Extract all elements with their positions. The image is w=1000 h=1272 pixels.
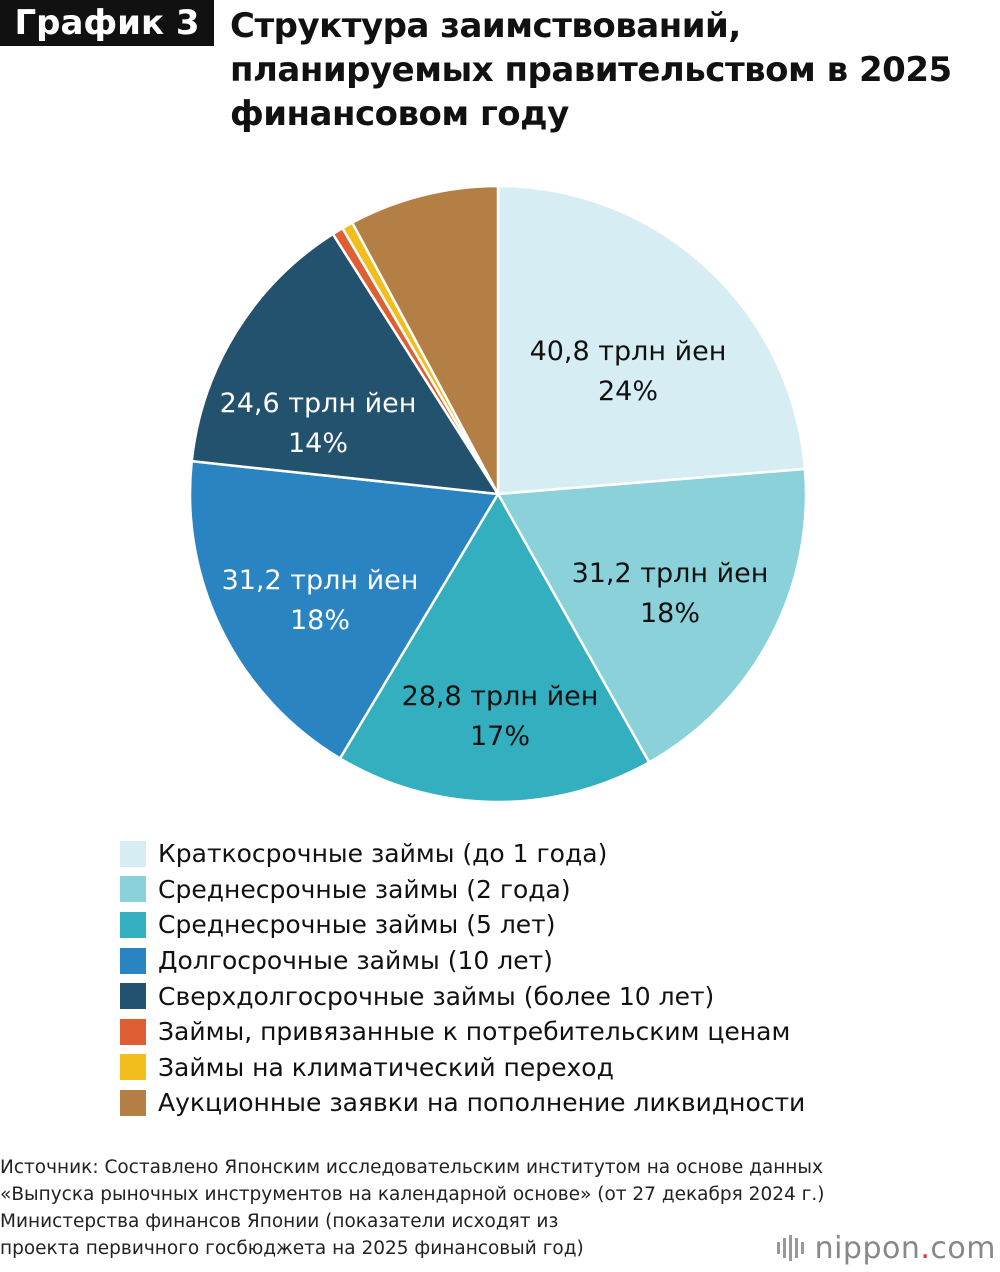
source-line-3: Министерства финансов Японии (показатели… <box>0 1211 559 1232</box>
pie-slice-8 <box>351 184 500 496</box>
chart-title: Структура заимствований, планируемых пра… <box>230 4 990 136</box>
legend-item: Аукционные заявки на пополнение ликвидно… <box>120 1085 805 1121</box>
legend-label: Аукционные заявки на пополнение ликвидно… <box>158 1088 806 1118</box>
legend-swatch <box>120 947 146 974</box>
legend-item: Среднесрочные займы (5 лет) <box>120 907 805 943</box>
slice-value-label-3: 28,8 трлн йен <box>402 681 599 712</box>
legend-item: Долгосрочные займы (10 лет) <box>120 943 805 979</box>
pie-slice-4 <box>188 459 500 760</box>
legend-label: Займы, привязанные к потребительским цен… <box>158 1017 791 1047</box>
pie-slice-3 <box>338 492 651 804</box>
source-line-4: проекта первичного госбюджета на 2025 фи… <box>0 1238 584 1259</box>
nippon-logo: nippon.com <box>776 1228 996 1268</box>
legend-item: Займы, привязанные к потребительским цен… <box>120 1014 805 1050</box>
pie-chart: 40,8 трлн йен 24% 31,2 трлн йен 18% 28,8 трл… <box>188 184 808 804</box>
legend-item: Сверхдолгосрочные займы (более 10 лет) <box>120 978 805 1014</box>
legend-item: Краткосрочные займы (до 1 года) <box>120 836 805 872</box>
legend-item: Займы на климатический переход <box>120 1050 805 1086</box>
legend-swatch <box>120 1089 146 1116</box>
slice-percent-label-2: 18% <box>640 598 700 629</box>
legend-swatch <box>120 1054 146 1081</box>
legend-item: Среднесрочные займы (2 года) <box>120 872 805 908</box>
legend-swatch <box>120 840 146 867</box>
slice-percent-label-3: 17% <box>470 721 530 752</box>
legend-label: Среднесрочные займы (2 года) <box>158 874 571 904</box>
slice-percent-label-5: 14% <box>288 428 348 459</box>
slice-value-label-5: 24,6 трлн йен <box>220 388 417 419</box>
slice-percent-label-1: 24% <box>598 376 658 407</box>
legend-swatch <box>120 876 146 903</box>
chart-title-line-1: Структура заимствований, <box>230 6 741 46</box>
legend-swatch <box>120 983 146 1010</box>
chart-title-line-3: финансовом году <box>230 94 569 134</box>
source-line-1: Источник: Составлено Японским исследоват… <box>0 1157 823 1178</box>
source-note: Источник: Составлено Японским исследоват… <box>0 1154 990 1262</box>
chart-title-line-2: планируемых правительством в 2025 <box>230 50 952 90</box>
legend-label: Среднесрочные займы (5 лет) <box>158 910 556 940</box>
chart-legend: Краткосрочные займы (до 1 года) Среднесро… <box>120 836 805 1121</box>
legend-swatch <box>120 1018 146 1045</box>
legend-label: Займы на климатический переход <box>158 1052 614 1082</box>
chart-number-badge: График 3 <box>0 0 214 46</box>
slice-value-label-4: 31,2 трлн йен <box>222 565 419 596</box>
logo-wordmark: nippon.com <box>814 1230 996 1266</box>
slice-value-label-2: 31,2 трлн йен <box>572 558 769 589</box>
logo-bars-icon <box>776 1235 807 1261</box>
source-line-2: «Выпуска рыночных инструментов на календ… <box>0 1184 825 1205</box>
slice-percent-label-4: 18% <box>290 605 350 636</box>
slice-value-label-1: 40,8 трлн йен <box>530 336 727 367</box>
pie-slice-2 <box>496 467 808 764</box>
pie-slice-5 <box>190 232 500 496</box>
legend-label: Сверхдолгосрочные займы (более 10 лет) <box>158 981 715 1011</box>
legend-label: Долгосрочные займы (10 лет) <box>158 946 553 976</box>
legend-label: Краткосрочные займы (до 1 года) <box>158 839 608 869</box>
legend-swatch <box>120 911 146 938</box>
pie-slice-1 <box>496 184 807 496</box>
